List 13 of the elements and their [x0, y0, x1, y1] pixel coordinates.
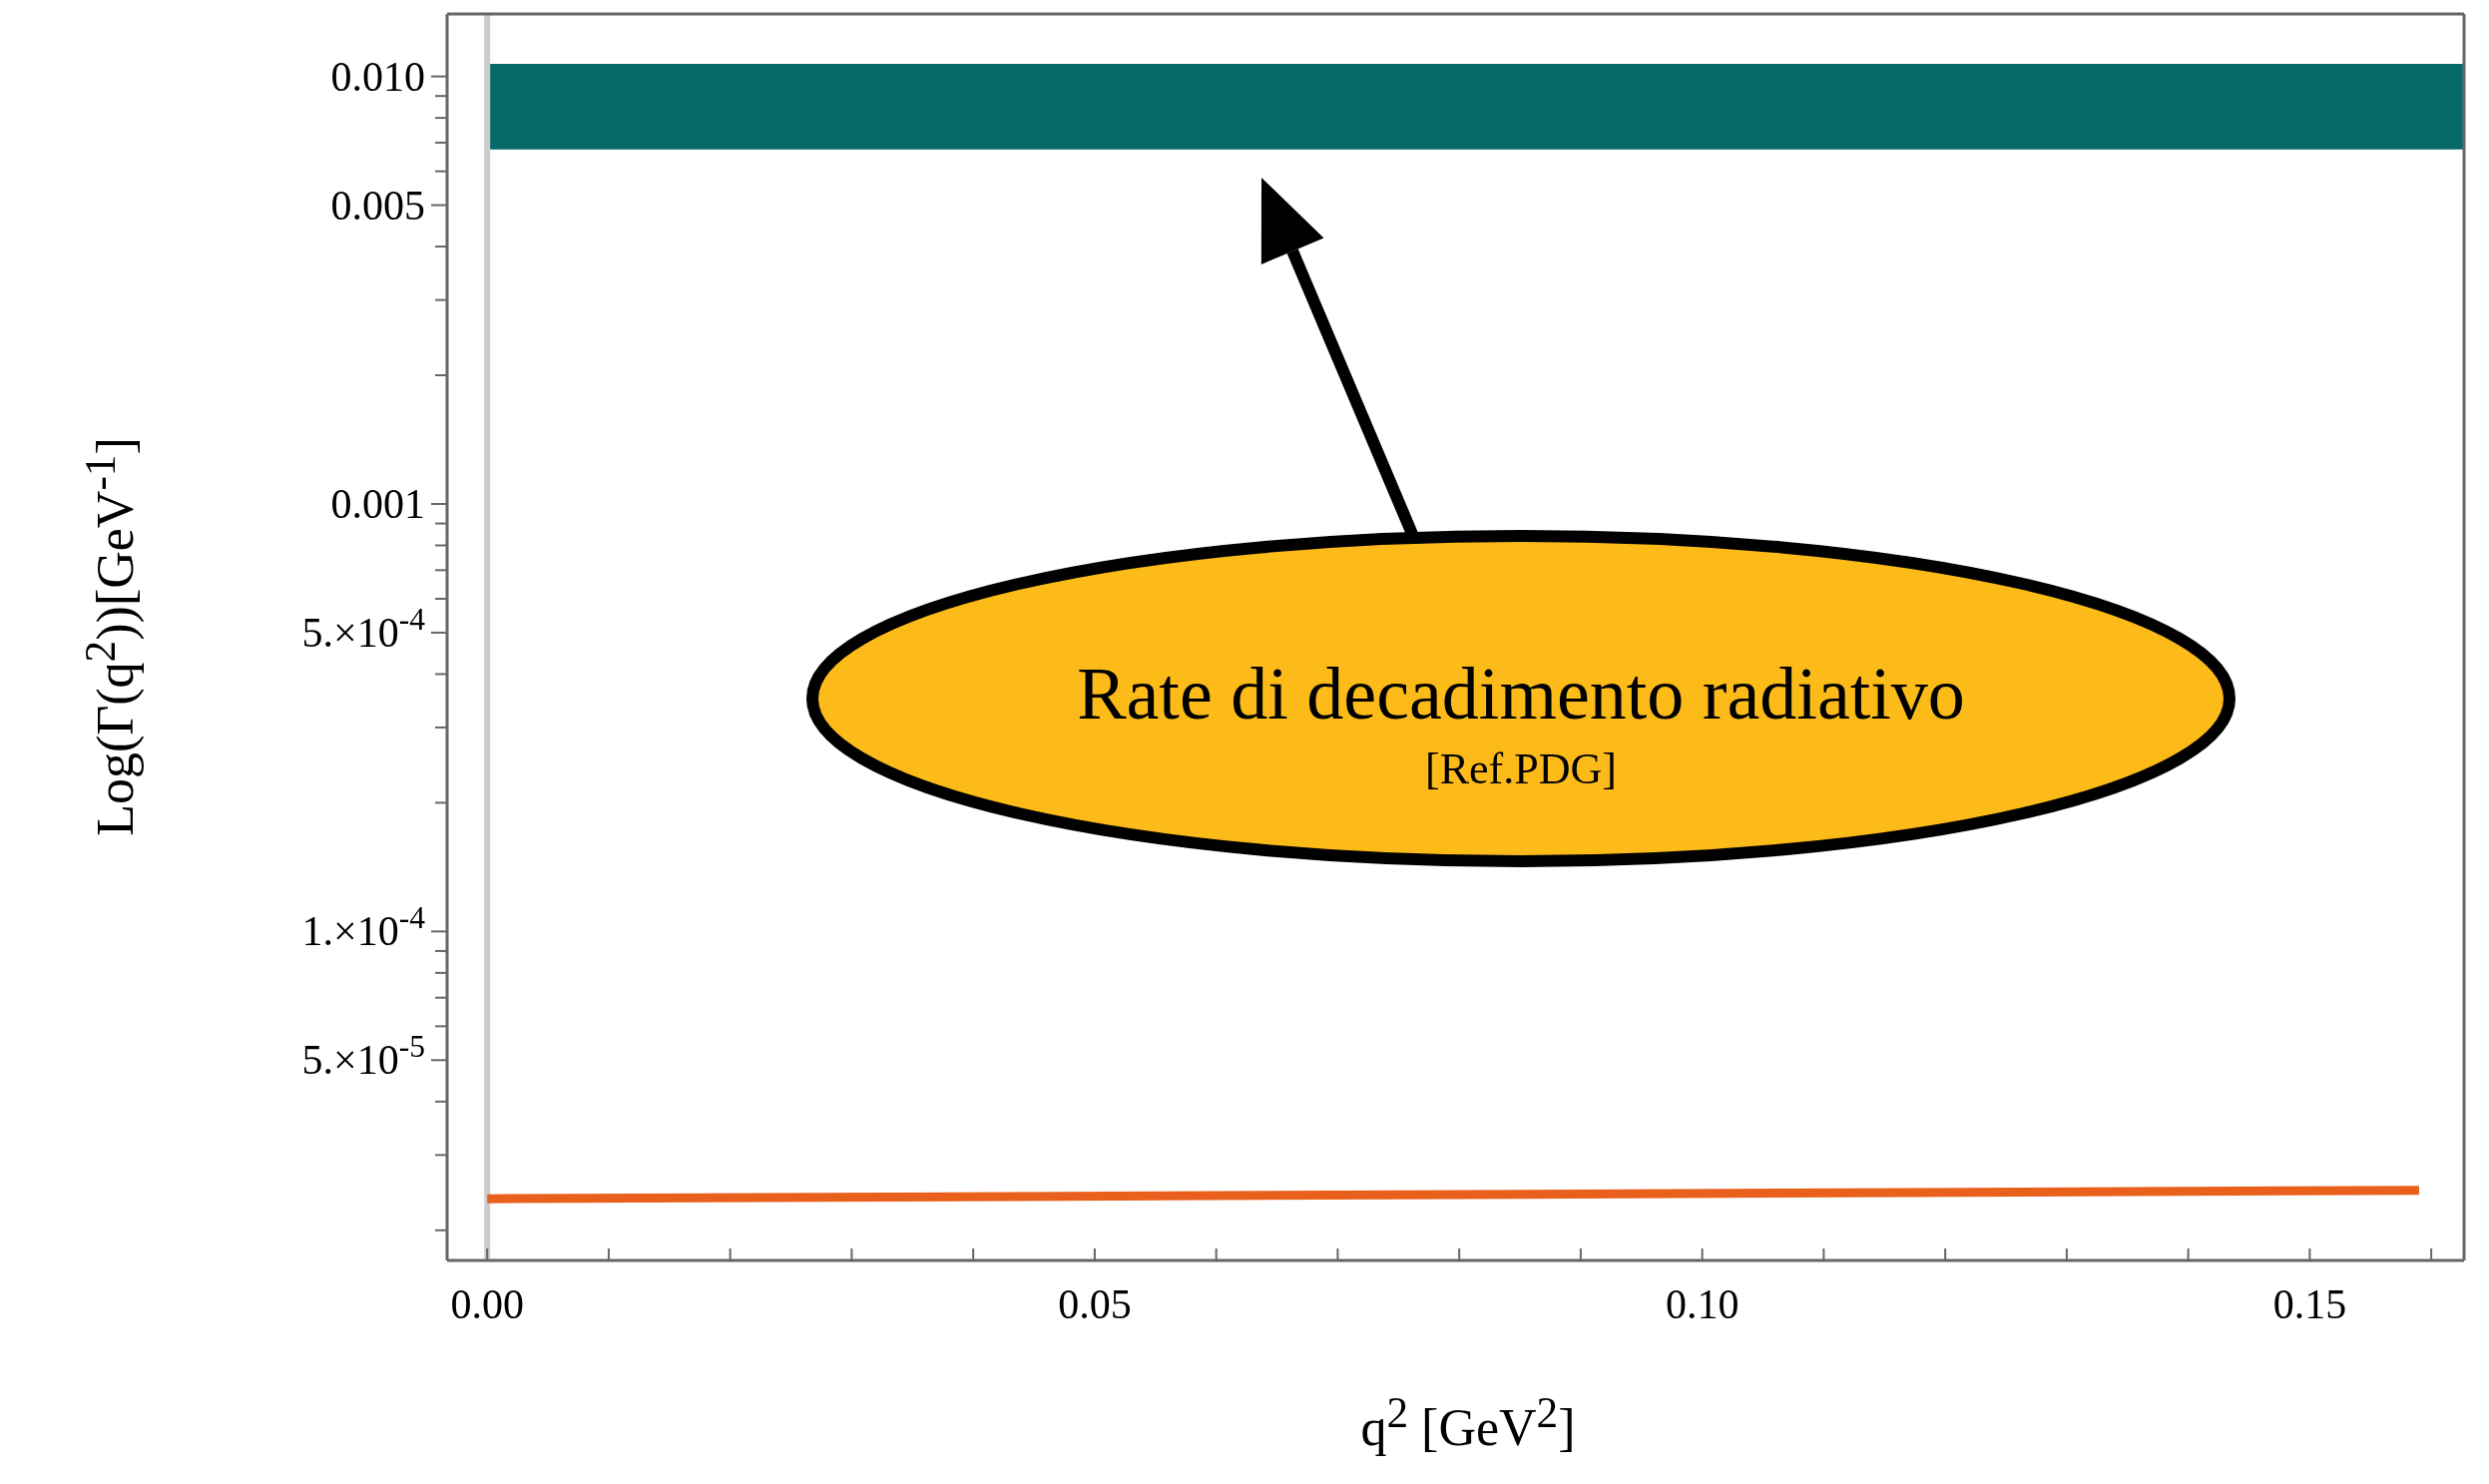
y-tick-label: 0.010 [330, 53, 425, 100]
y-tick-label: 0.005 [330, 182, 425, 229]
y-tick-label: 1.×10$^{-4}$ [301, 899, 426, 955]
x-tick-label: 0.05 [1058, 1281, 1132, 1327]
y-tick-label: 0.001 [330, 480, 425, 527]
x-tick-label: 0.10 [1665, 1281, 1740, 1327]
x-tick-label: 0.00 [450, 1281, 524, 1327]
y-tick-label: 5.×10$^{-5}$ [301, 1028, 425, 1084]
y-tick-label: 5.×10$^{-4}$ [301, 601, 426, 656]
x-tick-label: 0.15 [2272, 1281, 2347, 1327]
annotation: Rate di decadimento radiativo [1077, 653, 1965, 735]
annotation: [Ref.PDG] [1425, 744, 1617, 793]
x-axis-title: q$^{2}$ [GeV$^{2}$] [1359, 1387, 1577, 1458]
